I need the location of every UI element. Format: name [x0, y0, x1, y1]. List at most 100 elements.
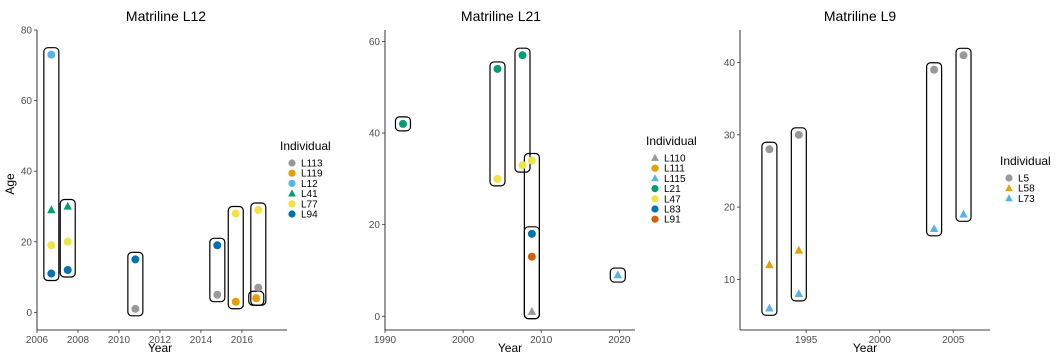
data-point-l12 — [47, 50, 56, 59]
legend-label-l110: L110 — [664, 154, 686, 165]
y-tick-label-l9: 20 — [724, 203, 736, 214]
y-tick-label-l12: 80 — [21, 26, 33, 37]
axes-l21: 0 20 40 60 1990 2000 2010 2020 — [369, 30, 635, 346]
legend-label-l77: L77 — [301, 199, 318, 210]
y-tick-label-l9: 40 — [724, 58, 736, 69]
group-box-l12 — [127, 251, 144, 317]
group-box-l21 — [394, 116, 412, 132]
x-tick-label-l21: 2000 — [452, 335, 475, 346]
x-tick-label-l9: 1995 — [795, 335, 818, 346]
data-point-l41 — [63, 201, 72, 210]
x-tick-label-l9: 2005 — [942, 335, 965, 346]
legend-label-l47: L47 — [664, 194, 681, 205]
x-tick-label-l12: 2012 — [149, 335, 172, 346]
data-point-l47 — [518, 161, 527, 170]
legend-label-l115: L115 — [664, 174, 686, 185]
legend-label-l58: L58 — [1018, 184, 1035, 195]
data-point-l77 — [231, 209, 240, 218]
group-box-l12 — [59, 198, 76, 278]
legend-title-l9: Individual — [1000, 154, 1051, 168]
data-point-l73 — [794, 289, 804, 298]
group-box-l12 — [209, 237, 226, 303]
data-point-l21 — [398, 119, 407, 128]
data-point-l119 — [252, 294, 261, 303]
legend-key-l94 — [288, 210, 296, 218]
legend-key-l73 — [1005, 194, 1013, 202]
legend-key-l115 — [651, 174, 659, 182]
x-tick-label-l21: 2010 — [530, 335, 553, 346]
legend-key-l111 — [651, 164, 659, 172]
group-box-l21 — [489, 61, 506, 187]
group-box-l12 — [43, 47, 60, 282]
axes-l9: 10 20 30 40 1995 2000 2005 — [724, 30, 990, 346]
y-tick-label-l12: 0 — [26, 308, 32, 319]
legend-key-l5 — [1005, 174, 1013, 182]
data-point-l113 — [213, 290, 222, 299]
legend-key-l110 — [651, 153, 659, 161]
y-tick-label-l9: 30 — [724, 130, 736, 141]
group-box-l12 — [248, 290, 265, 306]
legend-label-l83: L83 — [664, 205, 681, 216]
legend-key-l21 — [651, 185, 659, 193]
data-point-l5 — [765, 145, 774, 154]
x-tick-label-l12: 2008 — [67, 335, 90, 346]
legend-label-l91: L91 — [664, 215, 681, 226]
x-tick-label-l9: 2000 — [869, 335, 892, 346]
data-point-l94 — [131, 255, 140, 264]
data-point-l83 — [527, 229, 536, 238]
panel-title-l12: Matriline L12 — [126, 8, 206, 24]
data-point-l5 — [959, 51, 968, 60]
group-box-l9 — [761, 141, 778, 316]
legend-label-l5: L5 — [1018, 174, 1030, 185]
legend-key-l113 — [288, 159, 296, 167]
group-box-l21 — [514, 47, 531, 173]
group-box-l12 — [227, 205, 244, 310]
legend-label-l21: L21 — [664, 184, 681, 195]
data-point-l113 — [254, 283, 263, 292]
y-tick-label-l21: 60 — [369, 37, 381, 48]
group-boxes-l12 — [43, 47, 267, 317]
axes-l12: 0 20 40 60 80 2006 2008 2010 2012 2014 2016 — [21, 26, 287, 346]
data-point-l5 — [794, 130, 803, 139]
group-box-l9 — [955, 47, 972, 222]
data-point-l110 — [527, 306, 537, 315]
legend-title-l12: Individual — [280, 139, 331, 153]
x-tick-label-l21: 2020 — [608, 335, 631, 346]
data-point-l21 — [518, 51, 527, 60]
x-tick-label-l12: 2016 — [231, 335, 254, 346]
legend-key-l47 — [651, 195, 659, 203]
x-tick-label-l12: 2014 — [190, 335, 213, 346]
data-point-l77 — [254, 206, 263, 214]
y-tick-label-l9: 10 — [724, 275, 736, 286]
legend-key-l41 — [288, 189, 296, 197]
data-point-l73 — [959, 209, 968, 218]
group-boxes-l9 — [761, 47, 972, 316]
group-box-l21 — [609, 267, 626, 283]
data-points-l12 — [47, 50, 263, 313]
legend-label-l94: L94 — [301, 210, 318, 221]
group-box-l21 — [523, 226, 540, 320]
legend-key-l83 — [651, 205, 659, 213]
group-boxes-l21 — [394, 47, 626, 320]
data-point-l115 — [613, 270, 623, 279]
panel-l12: Matriline L12 Age Year 0 20 40 60 80 2006 2008… — [3, 8, 331, 355]
data-points-l9 — [765, 51, 968, 312]
legend-key-l77 — [288, 200, 296, 208]
group-box-l9 — [790, 127, 807, 302]
data-point-l77 — [47, 241, 56, 250]
legend-key-l91 — [651, 215, 659, 223]
y-tick-label-l12: 20 — [21, 237, 33, 248]
data-point-l94 — [213, 241, 222, 250]
data-point-l73 — [929, 224, 939, 232]
data-point-l119 — [231, 297, 240, 306]
data-point-l91 — [527, 252, 536, 261]
data-point-l113 — [131, 304, 140, 313]
y-axis-title-l12: Age — [3, 173, 17, 195]
y-tick-label-l21: 20 — [369, 220, 381, 231]
panel-title-l21: Matriline L21 — [461, 8, 541, 24]
x-tick-label-l12: 2006 — [26, 335, 49, 346]
